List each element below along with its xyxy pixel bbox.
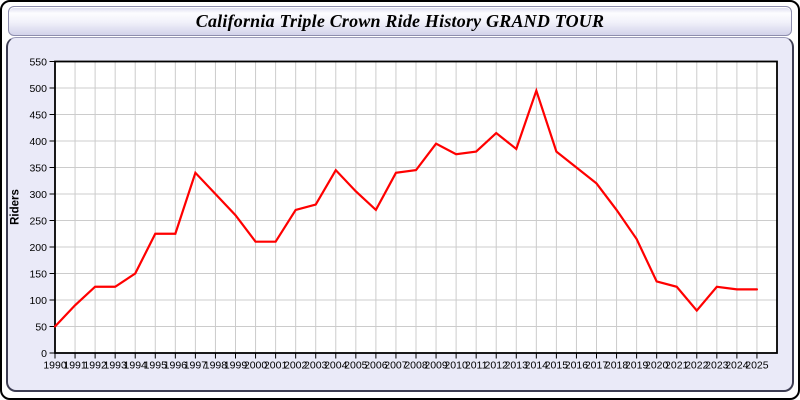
x-tick-label: 1994 [124,360,148,372]
x-tick-label: 1992 [83,360,107,372]
y-tick-label: 100 [29,295,47,307]
y-axis-title: Riders [10,189,22,225]
x-tick-label: 2018 [605,360,629,372]
x-tick-label: 2021 [665,360,689,372]
gridlines [55,61,777,353]
x-tick-label: 2014 [525,360,549,372]
x-tick-label: 1991 [63,360,87,372]
x-tick-label: 2015 [545,360,569,372]
page-title: California Triple Crown Ride History GRA… [195,10,605,31]
x-tick-label: 2009 [424,360,448,372]
y-tick-label: 550 [29,56,47,68]
x-tick-label: 1996 [164,360,188,372]
y-tick-label: 250 [29,215,47,227]
y-tick-label: 450 [29,109,47,121]
x-axis: 2025202420232022202120202019201820172016… [43,353,769,372]
y-tick-label: 500 [29,83,47,95]
x-tick-label: 2008 [404,360,428,372]
y-tick-label: 150 [29,268,47,280]
x-tick-label: 2013 [505,360,529,372]
x-tick-label: 2016 [565,360,589,372]
y-tick-label: 400 [29,136,47,148]
x-tick-label: 2004 [324,360,348,372]
x-tick-label: 2019 [625,360,649,372]
x-tick-label: 2025 [745,360,769,372]
x-tick-label: 2001 [264,360,288,372]
x-tick-label: 1999 [224,360,248,372]
x-tick-label: 2007 [384,360,408,372]
x-tick-label: 2005 [344,360,368,372]
x-tick-label: 2023 [705,360,729,372]
y-axis: 0 50 100 150 200 250 300 350 400 450 500 550 [29,56,55,360]
title-bar: California Triple Crown Ride History GRA… [8,6,792,36]
x-tick-label: 1993 [103,360,127,372]
x-tick-label: 2020 [645,360,669,372]
x-tick-label: 1998 [204,360,228,372]
y-tick-label: 350 [29,162,47,174]
x-tick-label: 2000 [244,360,268,372]
y-tick-label: 200 [29,242,47,254]
x-tick-label: 1997 [184,360,208,372]
x-tick-label: 1995 [144,360,168,372]
y-tick-label: 50 [35,321,47,333]
x-tick-label: 1990 [43,360,67,372]
y-tick-label: 300 [29,189,47,201]
x-tick-label: 2003 [304,360,328,372]
x-tick-label: 2011 [465,360,488,372]
x-tick-label: 2017 [585,360,609,372]
ride-history-line [53,87,759,328]
y-tick-label: 0 [41,348,47,360]
x-tick-label: 2022 [685,360,709,372]
x-tick-label: 2024 [725,360,749,372]
x-tick-label: 2010 [444,360,468,372]
x-tick-label: 2002 [284,360,308,372]
x-tick-label: 2012 [485,360,509,372]
x-tick-label: 2006 [364,360,388,372]
